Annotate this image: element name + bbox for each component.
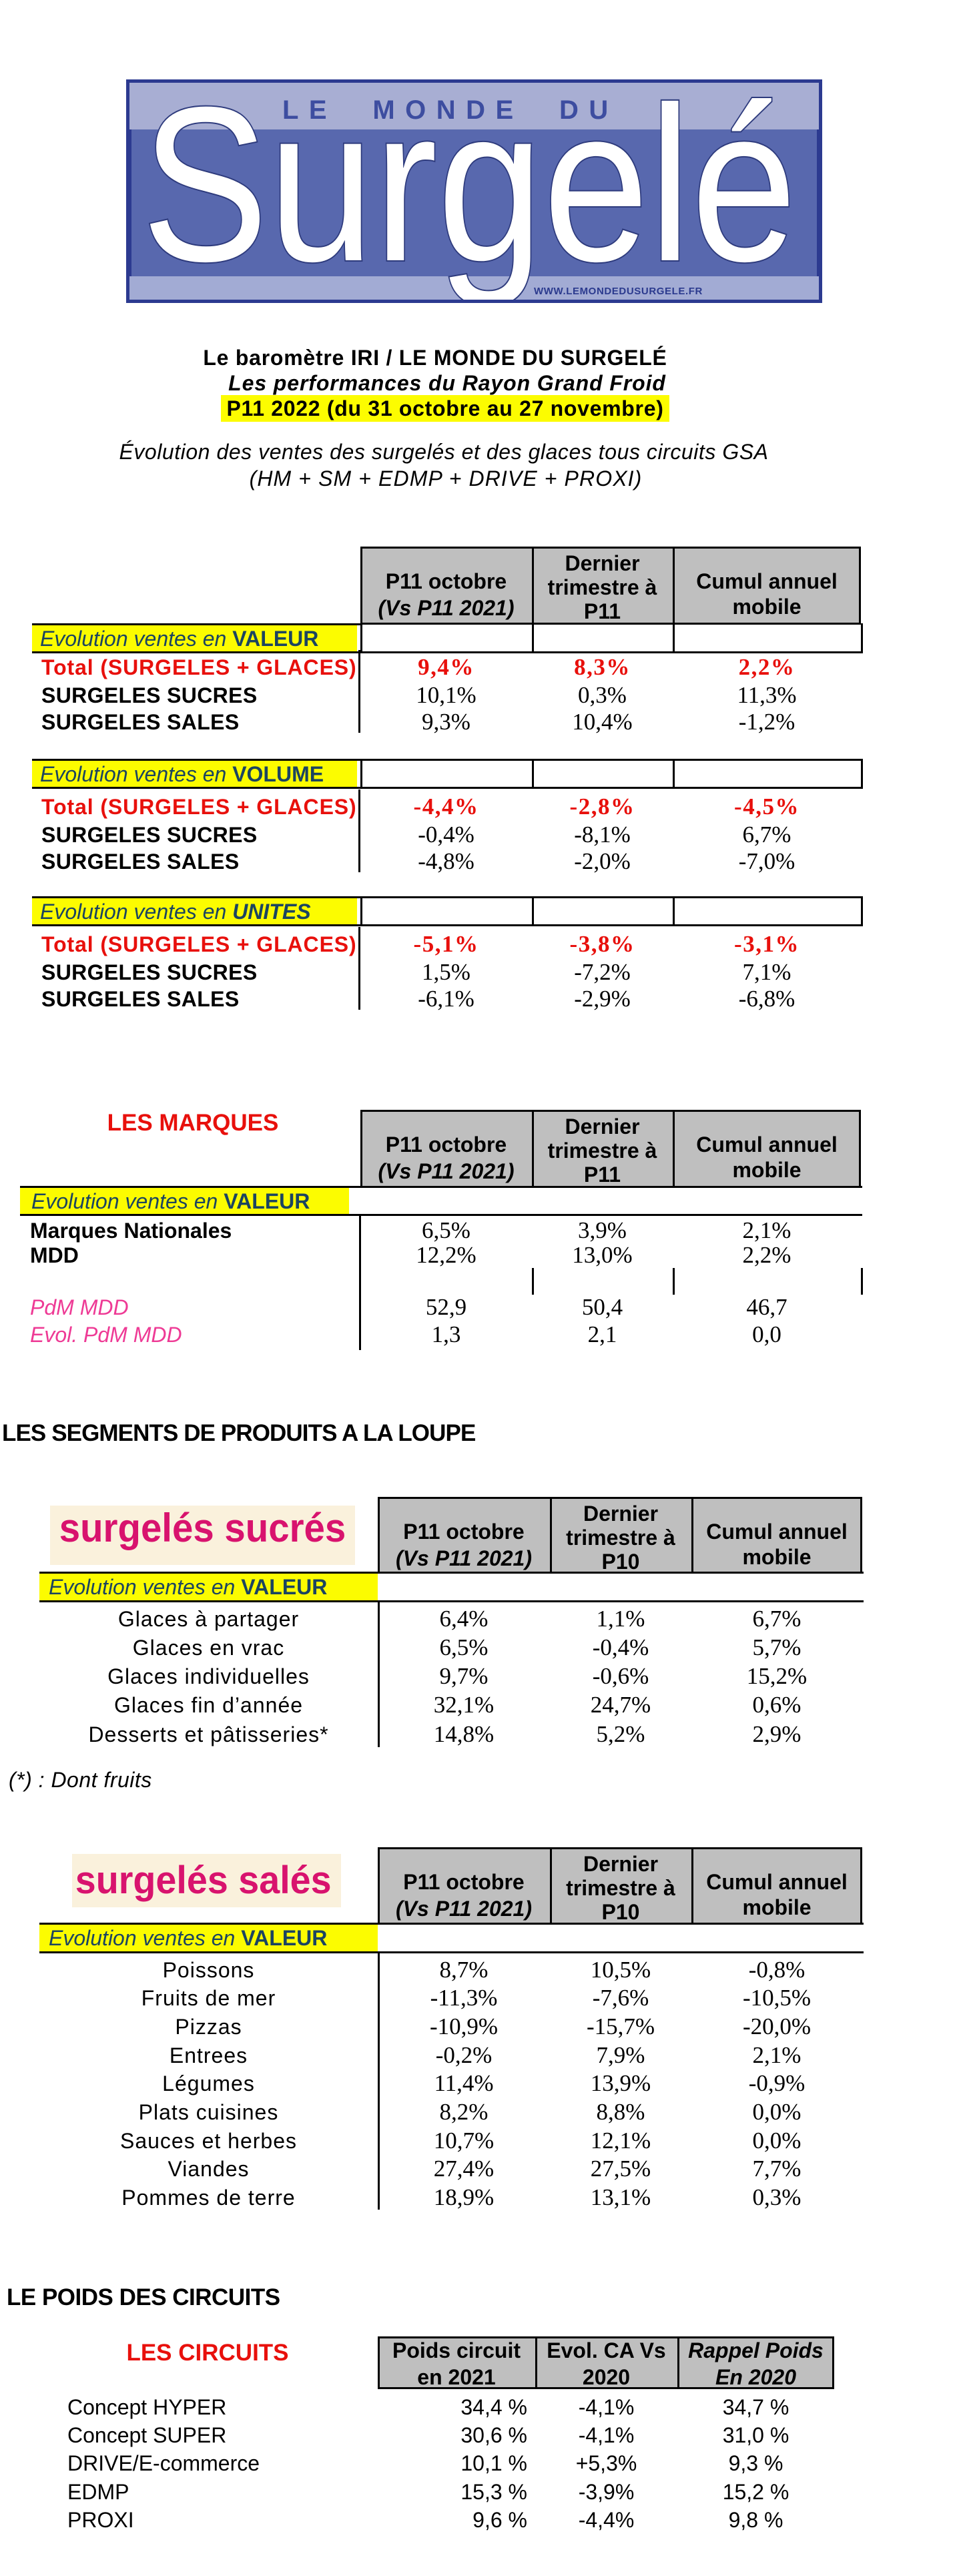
svg-text:Surgelé: Surgelé: [141, 83, 797, 300]
